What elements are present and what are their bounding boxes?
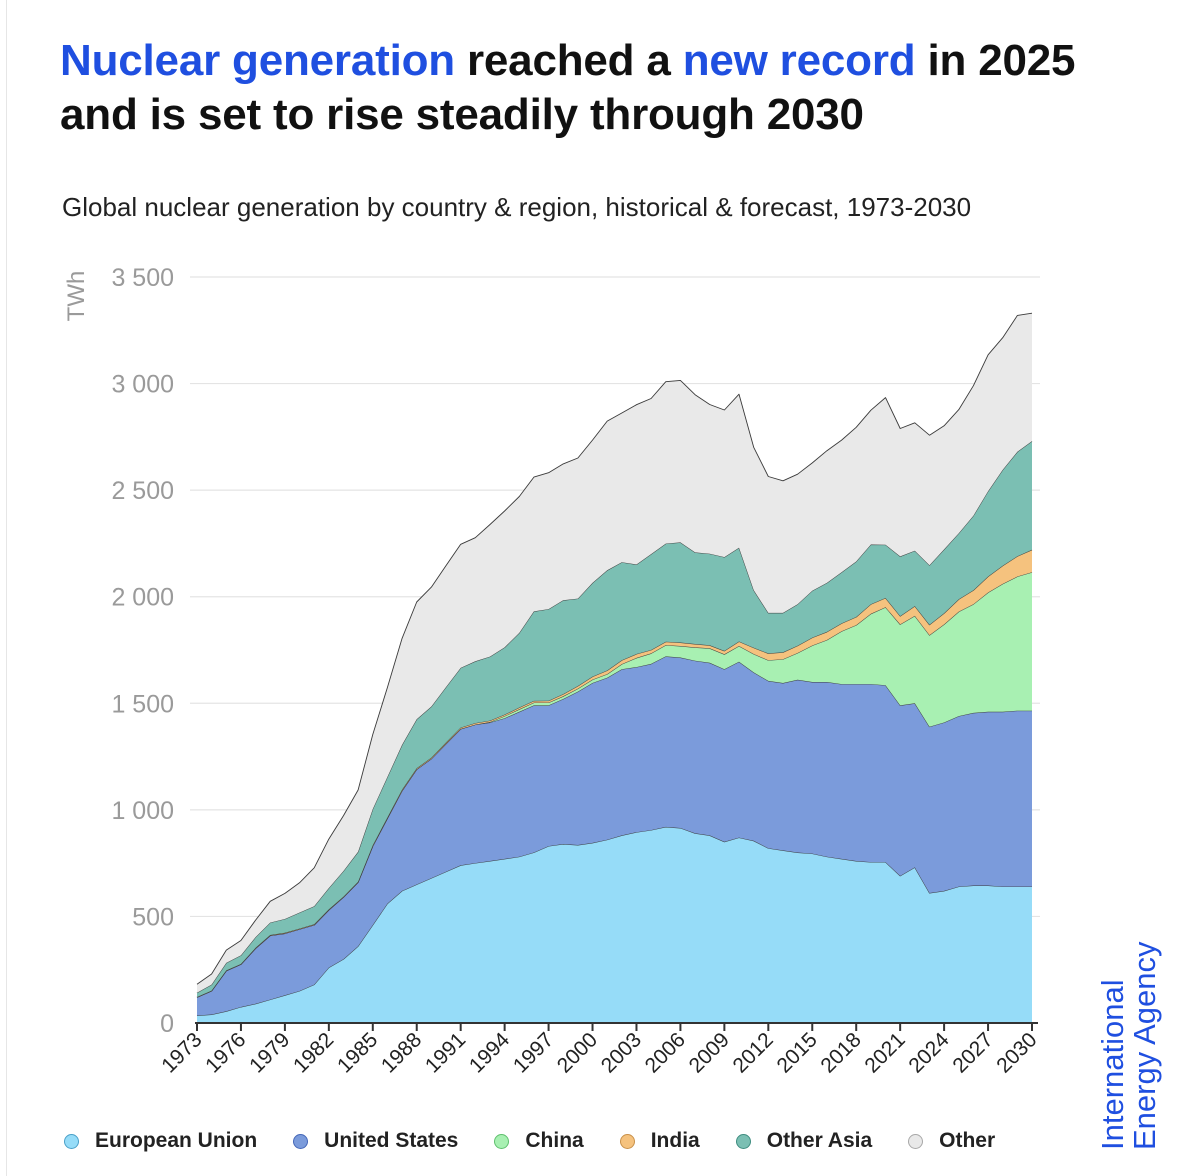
legend-label-china: China [525,1129,584,1152]
x-tick-label: 2018 [816,1028,865,1077]
y-axis-label: TWh [63,271,90,322]
legend-swatch-other-asia [735,1133,751,1149]
axes: 1973197619791982198519881991199419972000… [157,1022,1042,1078]
legend-item-india: India [619,1129,700,1153]
x-tick-label: 2015 [773,1028,822,1077]
x-tick-label: 2009 [685,1028,734,1077]
x-tick-label: 2021 [860,1028,909,1077]
x-tick-label: 1991 [421,1028,470,1077]
legend-label-united-states: United States [324,1129,459,1152]
area-european-union [197,826,1032,1023]
chart-subtitle: Global nuclear generation by country & r… [62,192,972,222]
y-tick-label: 1 500 [111,690,174,718]
logo-line-2: Energy Agency [1127,941,1162,1150]
x-tick-label: 2030 [992,1028,1041,1077]
x-tick-label: 2024 [904,1028,954,1078]
area-china [197,572,1032,998]
x-tick-label: 1994 [465,1028,515,1078]
legend-item-other-asia: Other Asia [735,1129,873,1153]
y-tick-label: 2 000 [111,584,174,612]
title-highlight-1: Nuclear generation [60,36,455,85]
page-frame [6,0,1193,1176]
x-tick-label: 1988 [377,1028,426,1077]
x-tick-label: 1997 [509,1028,558,1077]
x-tick-label: 2000 [553,1028,602,1077]
title-text-1: reached a [454,36,683,85]
x-tick-label: 2006 [641,1028,690,1077]
chart-legend: European Union United States China India… [64,1127,1031,1155]
series-edge-other [196,312,1033,985]
legend-item-united-states: United States [293,1129,458,1153]
legend-item-european-union: European Union [64,1129,257,1153]
area-other [197,313,1032,993]
iea-logo: International Energy Agency [1095,910,1162,1150]
legend-item-china: China [494,1129,584,1153]
legend-swatch-india [619,1133,635,1149]
x-tick-label: 1985 [333,1028,382,1077]
x-tick-label: 1982 [289,1028,338,1077]
title-text-2: in 2025 and is set to rise steadily thro… [60,36,1076,139]
y-tick-label: 0 [160,1010,174,1038]
x-tick-label: 2003 [597,1028,646,1077]
legend-label-european-union: European Union [95,1129,258,1152]
x-tick-label: 1976 [201,1028,250,1077]
y-tick-label: 1 000 [111,797,174,825]
legend-label-other-asia: Other Asia [766,1129,873,1152]
title-highlight-2: new record [682,36,916,85]
legend-swatch-other [908,1133,924,1149]
legend-label-other: Other [939,1129,996,1152]
area-series-layer [196,312,1033,1023]
x-tick-label: 2027 [948,1028,997,1077]
y-tick-label: 3 000 [111,371,174,399]
y-tick-label: 3 500 [111,264,174,292]
chart-title: Nuclear generation reached a new record … [60,34,1160,142]
y-tick-label: 500 [132,903,174,931]
area-united-states [197,656,1032,1016]
legend-label-india: India [650,1129,700,1152]
legend-swatch-china [494,1133,510,1149]
legend-item-other: Other [908,1129,995,1153]
legend-swatch-united-states [293,1133,309,1149]
x-tick-label: 1979 [245,1028,294,1077]
logo-line-1: International [1095,979,1130,1150]
legend-swatch-european-union [64,1133,79,1149]
x-tick-label: 2012 [729,1028,778,1077]
y-tick-label: 2 500 [111,477,174,505]
